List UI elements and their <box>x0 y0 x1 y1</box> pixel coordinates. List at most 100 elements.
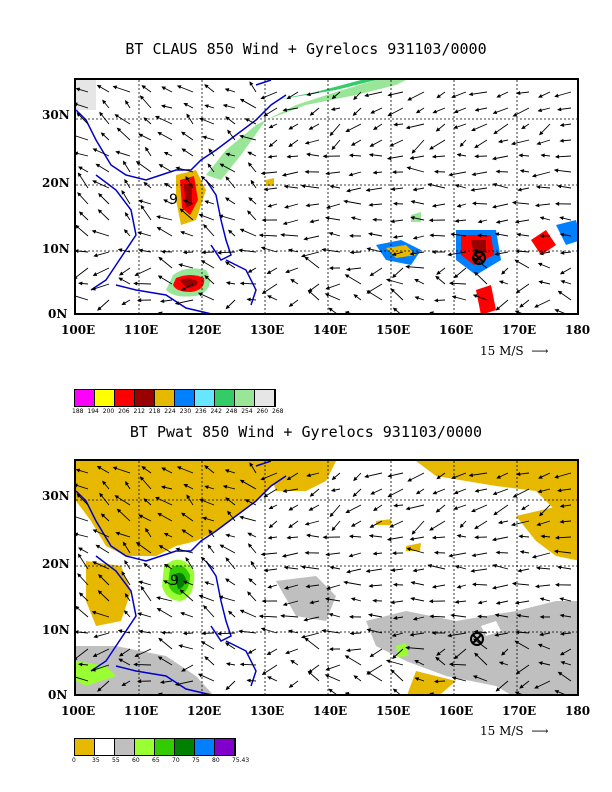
wind-arrowhead <box>217 631 222 636</box>
wind-arrowhead <box>410 580 415 585</box>
wind-arrowhead <box>76 657 78 660</box>
lon-label: 150E <box>376 704 411 718</box>
wind-arrowhead <box>138 199 143 204</box>
wind-arrowhead <box>288 683 294 688</box>
wind-arrowhead <box>477 614 482 619</box>
wind-arrowhead <box>348 534 354 539</box>
wind-arrowhead <box>349 233 354 238</box>
wind-arrowhead <box>331 94 337 100</box>
wind-arrowhead <box>390 288 395 293</box>
wind-arrowhead <box>93 253 98 258</box>
wind-arrowhead <box>392 615 398 620</box>
wind-arrowhead <box>539 615 544 619</box>
wind-arrowhead <box>518 153 523 158</box>
wind-arrowhead <box>453 490 459 495</box>
wind-arrowhead <box>368 153 374 157</box>
legend-value: 236 <box>195 408 207 415</box>
wind-arrowhead <box>330 488 336 493</box>
wind-arrowhead <box>285 269 290 274</box>
wind-arrowhead <box>160 485 166 490</box>
wind-arrowhead <box>204 200 209 205</box>
wind-arrowhead <box>538 475 543 479</box>
wind-arrowhead <box>186 494 191 500</box>
wind-arrowhead <box>308 506 314 511</box>
wind-arrowhead <box>164 182 169 187</box>
wind-arrowhead <box>453 654 459 660</box>
wind-arrowhead <box>521 506 526 511</box>
wind-arrowhead <box>324 216 330 221</box>
wind-arrowhead <box>428 599 434 604</box>
wind-arrowhead <box>501 270 506 275</box>
wind-arrowhead <box>329 131 334 137</box>
wind-arrowhead <box>250 560 255 566</box>
wind-arrowhead <box>392 307 398 312</box>
wind-arrowhead <box>539 632 544 637</box>
wind-arrowhead <box>344 691 350 694</box>
wind-arrowhead <box>309 111 315 116</box>
wind-arrowhead <box>537 262 543 267</box>
wind-arrowhead <box>498 661 504 666</box>
wind-arrowhead <box>496 474 501 479</box>
wind-arrowhead <box>157 692 163 694</box>
wind-arrowhead <box>456 584 462 589</box>
wind-arrowhead <box>391 252 397 256</box>
wind-arrowhead <box>156 607 162 612</box>
gyre-crossed-circle-icon <box>470 632 484 646</box>
wind-arrowhead <box>305 584 310 589</box>
wind-arrowhead <box>143 181 148 187</box>
wind-arrowhead <box>474 154 479 159</box>
map2-legend <box>74 738 236 756</box>
wind-arrowhead <box>156 226 162 231</box>
wind-arrowhead <box>348 153 354 158</box>
wind-arrowhead <box>304 140 310 145</box>
wind-arrowhead <box>494 613 500 618</box>
wind-arrowhead <box>135 541 141 547</box>
wind-arrowhead <box>155 496 160 501</box>
wind-arrowhead <box>246 678 251 683</box>
wind-arrowhead <box>559 613 565 618</box>
wind-arrowhead <box>515 670 521 675</box>
wind-arrowhead <box>224 642 230 647</box>
wind-arrowhead <box>348 172 354 177</box>
wind-arrowhead <box>472 675 478 680</box>
wind-vectors <box>76 462 572 694</box>
wind-arrowhead <box>411 530 416 535</box>
wind-arrowhead <box>239 98 245 103</box>
wind-arrowhead <box>494 251 499 256</box>
wind-arrowhead <box>263 493 269 498</box>
wind-arrowhead <box>244 499 250 503</box>
wind-arrowhead <box>557 488 562 493</box>
wind-arrowhead <box>415 109 421 114</box>
wind-arrowhead <box>287 248 293 253</box>
wind-arrowhead <box>429 311 434 313</box>
wind-arrowhead <box>286 154 291 159</box>
wind-arrowhead <box>493 130 498 135</box>
lon-label: 140E <box>313 323 348 337</box>
wind-arrowhead <box>392 688 398 693</box>
wind-arrowhead <box>92 653 98 657</box>
wind-vector <box>76 152 89 157</box>
legend-value: 80 <box>212 757 220 764</box>
wind-arrowhead <box>163 580 168 585</box>
wind-arrowhead <box>156 596 161 601</box>
wind-arrowhead <box>304 637 309 642</box>
wind-arrowhead <box>429 692 434 694</box>
wind-arrowhead <box>76 276 78 279</box>
wind-arrowhead <box>175 547 180 552</box>
wind-arrowhead <box>286 535 291 540</box>
wind-arrowhead <box>140 204 145 210</box>
legend-value: 230 <box>179 408 192 415</box>
map2-svg: 9 <box>76 461 577 694</box>
wind-arrowhead <box>281 553 287 558</box>
lon-label: 130E <box>250 323 285 337</box>
wind-arrowhead <box>560 660 566 665</box>
wind-arrowhead <box>76 493 81 498</box>
wind-arrowhead <box>76 468 81 473</box>
wind-arrowhead <box>367 613 373 618</box>
wind-arrowhead <box>97 687 102 692</box>
legend-swatch <box>155 739 175 755</box>
wind-arrowhead <box>185 557 190 562</box>
wind-arrowhead <box>516 613 521 618</box>
legend-value: 0 <box>72 757 76 764</box>
wind-arrowhead <box>288 142 293 148</box>
